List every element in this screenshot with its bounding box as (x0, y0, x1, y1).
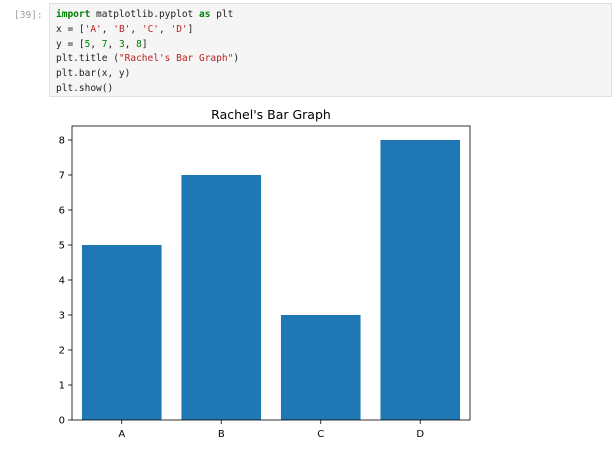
code-token: x = [ (56, 23, 85, 35)
code-token: 'A' (84, 23, 102, 35)
bar-B (181, 175, 262, 420)
code-token: y = [ (56, 38, 85, 50)
x-tick-label: B (218, 429, 225, 440)
bar-C (280, 315, 361, 420)
x-tick-label: A (118, 429, 125, 440)
y-tick-label: 1 (59, 381, 65, 392)
code-token: , (124, 38, 137, 50)
bar-chart: Rachel's Bar Graph A B C D 0 1 2 3 4 5 6 7 8 (59, 107, 471, 440)
y-tick-label: 2 (59, 346, 65, 357)
code-line: y = [5, 7, 3, 8] (56, 38, 239, 53)
code-token: 5 (84, 38, 91, 50)
code-token: matplotlib.pyplot (90, 9, 199, 20)
code-token: as (199, 9, 211, 20)
y-tick-label: 7 (59, 171, 65, 182)
y-tick-label: 5 (59, 241, 65, 252)
code-token: import (56, 9, 91, 20)
plot-frame (71, 125, 471, 421)
code-line: import matplotlib.pyplot as plt (56, 8, 239, 23)
code-token: plt (210, 9, 234, 20)
code-token: , (101, 23, 114, 35)
cell-output: Rachel's Bar Graph A B C D 0 1 2 3 4 5 6 7 8 (30, 100, 490, 444)
code-line: x = ['A', 'B', 'C', 'D'] (56, 23, 239, 38)
code-token: 'C' (141, 23, 160, 35)
chart-title: Rachel's Bar Graph (211, 107, 331, 122)
y-tick-label: 6 (59, 206, 65, 217)
bar-D (380, 140, 461, 420)
code-line: plt.show() (56, 82, 239, 97)
bar-A (81, 245, 162, 420)
code-line: plt.title ("Rachel's Bar Graph") (56, 52, 239, 67)
code-token: , (90, 38, 102, 50)
code-token: , (107, 38, 119, 50)
y-tick-label: 4 (59, 276, 65, 287)
y-tick-label: 8 (59, 136, 65, 147)
code-token: , (130, 23, 142, 35)
code-token: "Rachel's Bar Graph" (118, 53, 234, 65)
code-token: plt.bar(x, y) (56, 68, 131, 80)
code-token: ] (187, 23, 194, 35)
code-token: 3 (118, 38, 125, 50)
y-tick-label: 0 (59, 416, 65, 427)
code-input-area[interactable]: import matplotlib.pyplot as plt x = ['A',… (49, 3, 612, 97)
y-tick-label: 3 (59, 311, 65, 322)
code-editor[interactable]: import matplotlib.pyplot as plt x = ['A',… (56, 8, 239, 97)
code-token: 7 (101, 38, 108, 50)
code-token: , (159, 23, 171, 35)
code-token: plt.show() (56, 82, 114, 94)
code-token: 8 (136, 38, 142, 50)
code-token: plt.title ( (56, 53, 119, 65)
x-tick-label: C (317, 429, 324, 440)
code-line: plt.bar(x, y) (56, 67, 239, 82)
code-token: ) (233, 53, 240, 65)
code-token: 'B' (113, 23, 131, 35)
cell-prompt: [39]: (14, 10, 43, 21)
code-token: ] (141, 38, 148, 50)
code-token: 'D' (170, 23, 188, 35)
x-tick-label: D (416, 429, 424, 440)
